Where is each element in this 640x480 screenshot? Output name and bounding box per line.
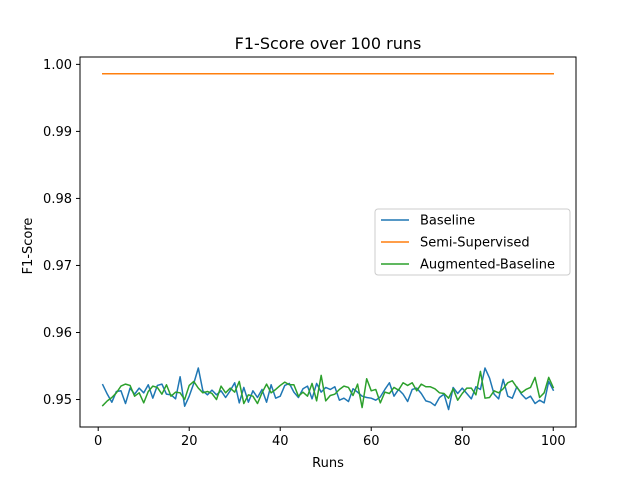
x-tick-label: 0 [94, 434, 102, 449]
y-tick-label: 1.00 [43, 58, 72, 73]
x-tick-label: 40 [272, 434, 289, 449]
series-line-baseline [101, 367, 555, 411]
legend-label-baseline: Baseline [420, 214, 475, 229]
x-tick-label: 80 [454, 434, 471, 449]
y-tick-label: 0.95 [43, 393, 72, 408]
y-tick-label: 0.98 [43, 192, 72, 207]
x-axis: 0 20 40 60 80 100 [94, 427, 566, 449]
legend: Baseline Semi-Supervised Augmented-Baselin… [374, 208, 571, 276]
series-line-augmented-baseline [101, 370, 555, 409]
x-tick-label: 20 [181, 434, 198, 449]
y-axis: 0.95 0.96 0.97 0.98 0.99 1.00 [43, 58, 80, 408]
x-tick-label: 100 [541, 434, 566, 449]
chart-title: F1-Score over 100 runs [235, 34, 422, 53]
y-axis-label: F1-Score [21, 218, 36, 275]
series-layer [101, 73, 555, 411]
legend-label-augmented-baseline: Augmented-Baseline [420, 258, 555, 273]
legend-label-semi-supervised: Semi-Supervised [420, 236, 530, 251]
legend-box [374, 208, 571, 276]
x-tick-label: 60 [363, 434, 380, 449]
plot-area: 0 20 40 60 80 100 0.95 0.96 0.97 0.98 0.99 1.00 [43, 56, 577, 449]
y-tick-label: 0.96 [43, 326, 72, 341]
axes-frame [79, 56, 577, 428]
y-tick-label: 0.99 [43, 125, 72, 140]
x-axis-label: Runs [312, 456, 344, 471]
y-tick-label: 0.97 [43, 259, 72, 274]
